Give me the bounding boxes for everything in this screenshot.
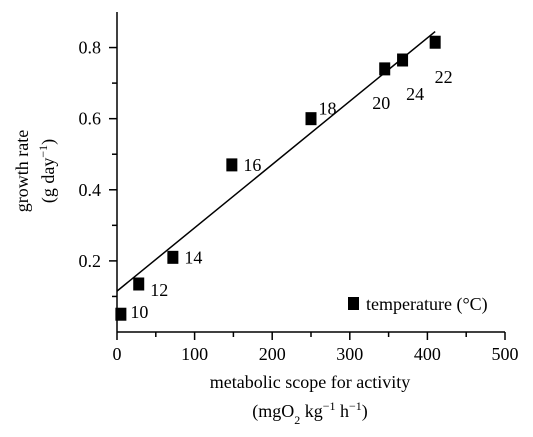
x-tick-label: 400 xyxy=(414,344,441,364)
point-label: 20 xyxy=(372,93,390,113)
y-axis-title: growth rate (g day−1) xyxy=(12,130,59,212)
y-axis: 0.2 0.4 0.6 0.8 xyxy=(79,12,118,332)
data-point xyxy=(429,35,441,49)
x-tick-label: 0 xyxy=(113,344,122,364)
y-tick-label: 0.4 xyxy=(79,180,102,200)
point-label: 14 xyxy=(184,247,202,267)
x-tick-label: 300 xyxy=(336,344,363,364)
data-point xyxy=(167,250,179,264)
data-point xyxy=(226,158,238,172)
y-tick-label: 0.6 xyxy=(79,109,102,129)
x-axis-label: metabolic scope for activity xyxy=(210,372,410,392)
point-label: 18 xyxy=(319,99,337,119)
point-label: 24 xyxy=(406,84,424,104)
x-tick-label: 100 xyxy=(181,344,208,364)
y-axis-unit: (g day−1) xyxy=(36,139,59,203)
legend-marker xyxy=(348,297,359,310)
x-axis-title: metabolic scope for activity (mgO2 kg−1 … xyxy=(210,372,410,427)
point-label: 12 xyxy=(150,280,168,300)
data-point xyxy=(305,112,317,126)
y-tick-label: 0.2 xyxy=(79,251,102,271)
data-point xyxy=(133,277,145,291)
legend-label: temperature (°C) xyxy=(366,294,488,315)
x-axis: 0 100 200 300 400 500 xyxy=(113,331,519,364)
y-tick-label: 0.8 xyxy=(79,38,102,58)
point-label: 10 xyxy=(130,302,148,322)
legend: temperature (°C) xyxy=(348,294,488,315)
data-point xyxy=(115,307,127,321)
x-axis-unit: (mgO2 kg−1 h−1) xyxy=(252,399,368,427)
y-axis-label: growth rate xyxy=(12,130,32,212)
x-tick-label: 500 xyxy=(492,344,519,364)
data-point xyxy=(397,53,409,67)
data-point xyxy=(379,62,391,76)
point-label: 16 xyxy=(243,155,261,175)
x-tick-label: 200 xyxy=(259,344,286,364)
point-label: 22 xyxy=(435,67,453,87)
